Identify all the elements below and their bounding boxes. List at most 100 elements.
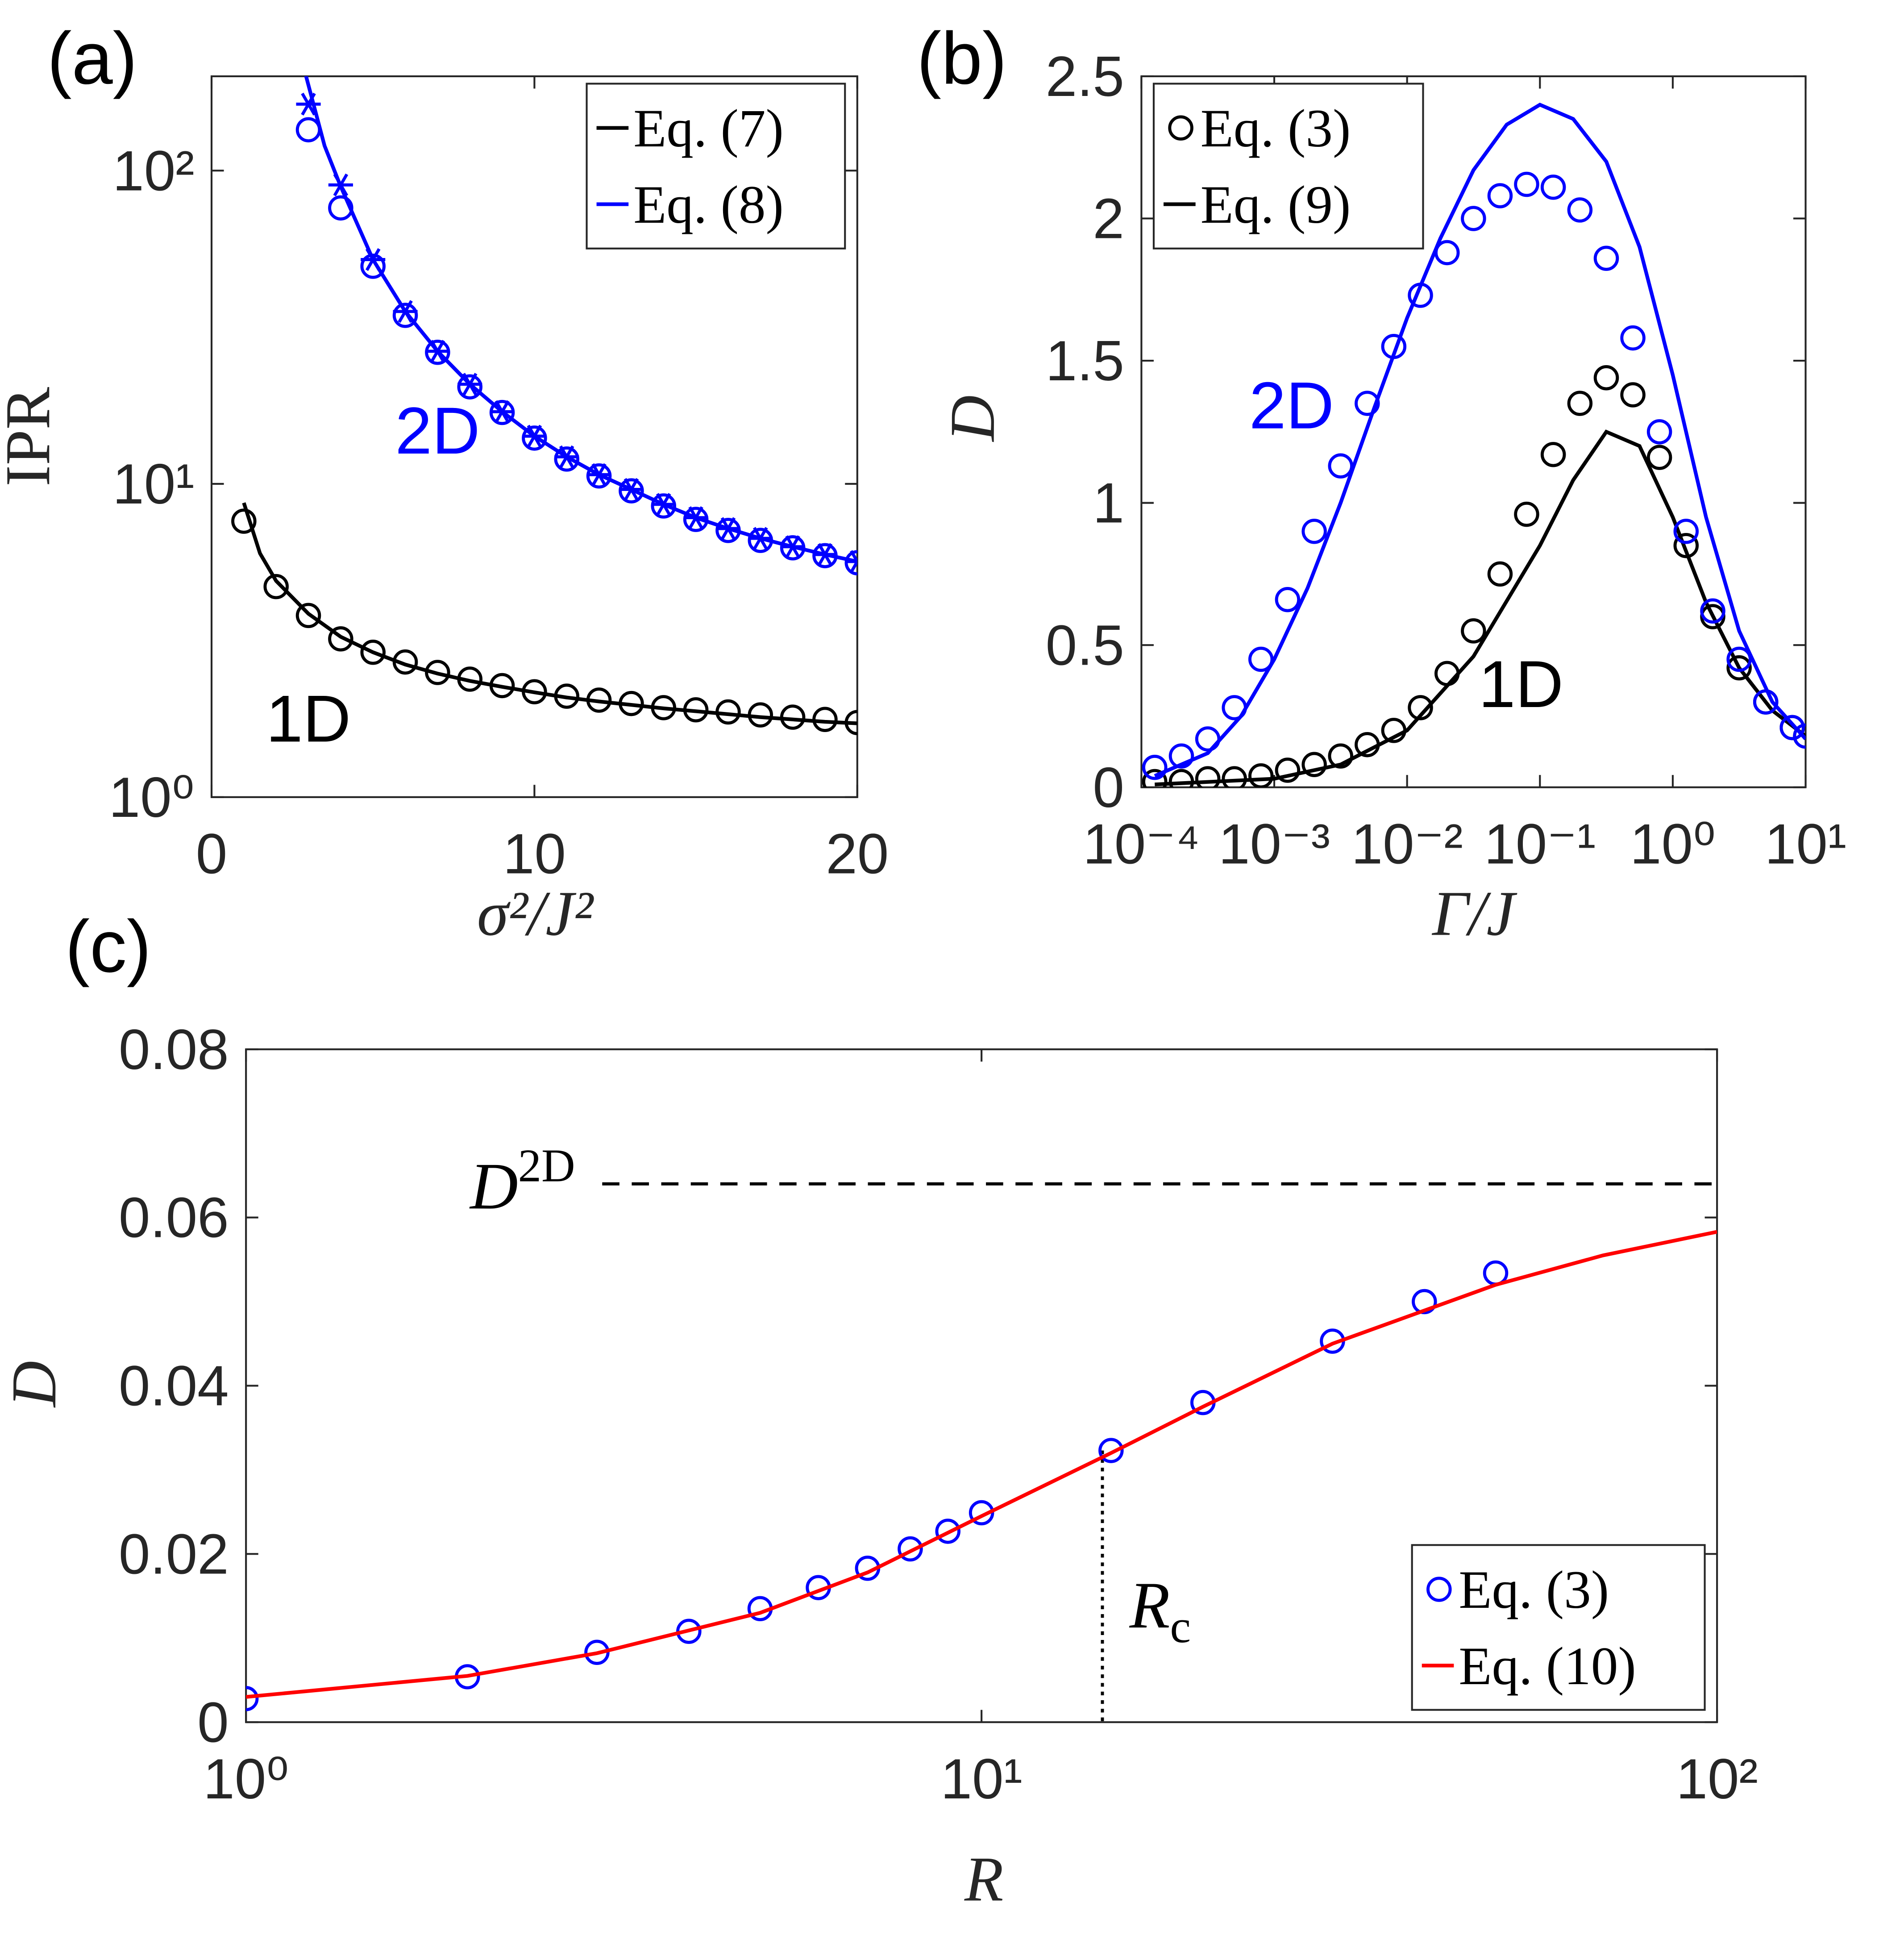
y-tick-label: 10⁰	[109, 766, 195, 829]
annotation: 2D	[1249, 368, 1334, 443]
marker-circle	[1620, 325, 1646, 351]
marker-star	[361, 248, 386, 271]
marker-star	[393, 300, 418, 323]
marker-circle	[651, 695, 677, 720]
marker-star	[457, 373, 482, 396]
marker-circle	[1301, 752, 1327, 778]
x-tick-label: 20	[826, 822, 889, 886]
marker-circle	[1673, 533, 1699, 558]
marker-circle	[1620, 382, 1646, 408]
marker-circle	[715, 518, 741, 543]
panel-label: (b)	[917, 17, 1007, 100]
x-axis-label: R	[964, 1843, 1004, 1914]
marker-circle	[360, 640, 386, 665]
marker-circle	[1142, 754, 1168, 780]
marker-circle	[1646, 419, 1672, 445]
marker-circle	[898, 1536, 923, 1562]
x-tick-label: 10⁻³	[1218, 812, 1330, 876]
legend-swatch	[1168, 115, 1193, 141]
marker-circle	[1514, 501, 1539, 527]
x-tick-label: 10⁻¹	[1484, 812, 1596, 876]
marker-circle	[522, 679, 547, 704]
marker-star	[522, 424, 547, 448]
series-group	[231, 76, 857, 735]
marker-star	[425, 340, 450, 363]
legend-label: Eq. (10)	[1459, 1636, 1636, 1696]
marker-circle	[1646, 445, 1672, 470]
x-tick-label: 10	[503, 822, 566, 886]
y-tick-label: 0.5	[1046, 613, 1124, 677]
marker-circle	[328, 195, 353, 221]
series-group	[1142, 102, 1806, 787]
marker-circle	[1726, 655, 1752, 681]
marker-circle	[1673, 519, 1699, 544]
marker-circle	[246, 1686, 259, 1711]
x-tick-label: 10¹	[941, 1747, 1023, 1810]
legend-label: Eq. (7)	[633, 99, 784, 158]
marker-star	[748, 527, 773, 550]
x-tick-label: 10⁰	[1630, 812, 1716, 876]
y-tick-label: 2.5	[1046, 45, 1124, 108]
x-tick-label: 0	[196, 822, 227, 886]
marker-circle	[1275, 757, 1301, 783]
legend-box	[1152, 83, 1424, 250]
marker-circle	[1567, 391, 1593, 416]
x-tick-label: 10²	[1676, 1747, 1758, 1810]
marker-circle	[619, 691, 644, 716]
series-group	[246, 1230, 1717, 1711]
marker-circle	[1487, 561, 1513, 587]
y-tick-label: 1.5	[1046, 329, 1124, 392]
reference-label: Rc	[1129, 1569, 1191, 1652]
marker-circle	[935, 1519, 960, 1544]
marker-circle	[1540, 442, 1566, 467]
marker-circle	[1593, 246, 1619, 271]
marker-circle	[1168, 743, 1194, 769]
y-tick-label: 0.06	[119, 1186, 229, 1249]
x-tick-label: 10⁻²	[1351, 812, 1463, 876]
marker-star	[845, 550, 857, 573]
marker-star	[619, 478, 644, 501]
x-axis-label: Γ/J	[1431, 878, 1517, 949]
marker-circle	[715, 699, 741, 725]
label-main: R	[1129, 1569, 1170, 1642]
marker-circle	[1408, 695, 1433, 720]
marker-star	[490, 400, 515, 423]
marker-circle	[1567, 197, 1593, 223]
marker-circle	[1328, 743, 1353, 769]
marker-circle	[457, 374, 482, 399]
marker-circle	[1514, 171, 1539, 197]
marker-star	[586, 463, 611, 486]
marker-circle	[489, 673, 515, 699]
marker-star	[812, 543, 838, 566]
y-tick-label: 0.08	[119, 1018, 229, 1081]
y-tick-label: 0.02	[119, 1522, 229, 1585]
marker-circle	[522, 425, 547, 451]
marker-star	[554, 445, 579, 468]
legend-label: Eq. (9)	[1201, 175, 1351, 235]
marker-circle	[780, 704, 806, 730]
marker-circle	[1412, 1289, 1437, 1315]
y-tick-label: 0	[1093, 756, 1124, 819]
label-sub: c	[1170, 1601, 1191, 1652]
y-axis-label: D	[0, 1361, 69, 1408]
marker-circle	[844, 710, 857, 735]
legend-label: Eq. (3)	[1459, 1560, 1609, 1620]
marker-circle	[1487, 183, 1513, 208]
label-main: D	[469, 1149, 518, 1223]
marker-star	[651, 493, 676, 516]
marker-circle	[1142, 769, 1168, 787]
marker-circle	[425, 660, 450, 685]
legend-box	[1411, 1544, 1706, 1711]
marker-circle	[748, 528, 773, 553]
y-tick-label: 0.04	[119, 1354, 229, 1418]
y-axis-label: D	[937, 395, 1008, 442]
marker-circle	[263, 574, 289, 599]
marker-circle	[1540, 175, 1566, 200]
marker-circle	[683, 697, 709, 723]
marker-circle	[231, 508, 257, 534]
label-sup: 2D	[518, 1140, 575, 1192]
marker-circle	[1248, 646, 1274, 672]
marker-circle	[586, 687, 612, 713]
